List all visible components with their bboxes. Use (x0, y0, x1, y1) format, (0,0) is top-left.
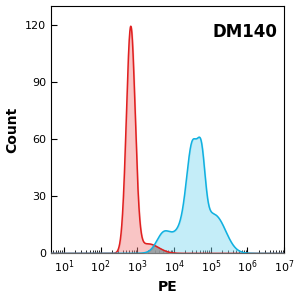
Text: DM140: DM140 (212, 23, 277, 41)
X-axis label: PE: PE (158, 280, 178, 294)
Y-axis label: Count: Count (6, 106, 20, 153)
